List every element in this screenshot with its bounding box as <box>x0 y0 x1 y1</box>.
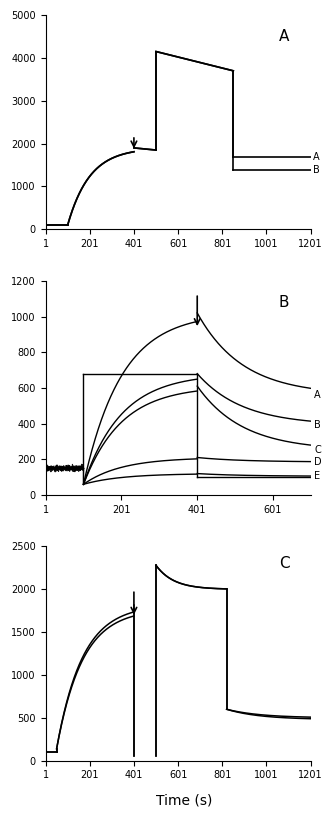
Text: B: B <box>314 420 321 430</box>
Text: A: A <box>313 153 319 162</box>
Text: E: E <box>314 472 321 481</box>
Text: B: B <box>313 165 319 175</box>
Text: Time (s): Time (s) <box>156 794 212 808</box>
Text: A: A <box>314 390 321 400</box>
Text: B: B <box>279 295 289 309</box>
Text: D: D <box>314 457 322 467</box>
Text: C: C <box>314 446 321 455</box>
Text: A: A <box>279 29 289 44</box>
Text: C: C <box>279 556 289 571</box>
